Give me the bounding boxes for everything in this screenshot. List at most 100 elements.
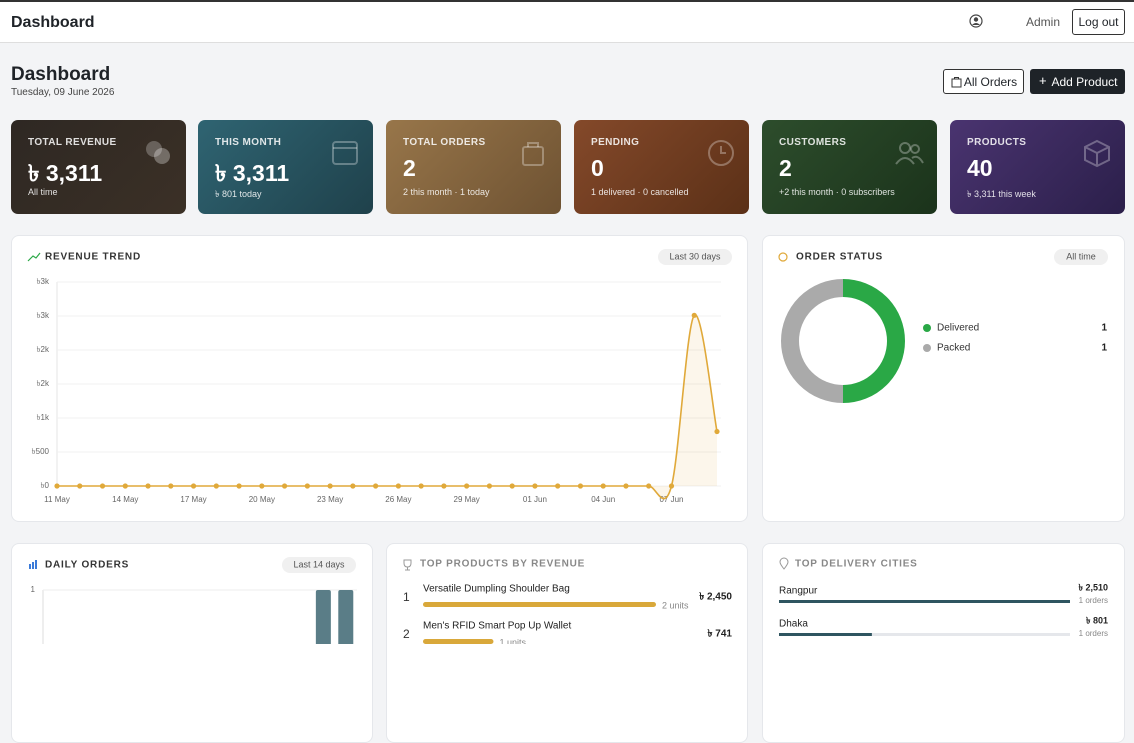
rank: 1 [403, 590, 410, 604]
bars-icon [29, 560, 37, 569]
badge-label: Last 30 days [669, 251, 721, 261]
badge [282, 557, 356, 573]
revenue-bar [779, 633, 872, 636]
card-icon [146, 141, 170, 164]
card-sub: ৳ 801 today [215, 189, 262, 199]
stat-card: THIS MONTH ৳ 3,311 ৳ 801 today [198, 120, 373, 214]
y-tick-label: ৳3k [37, 311, 50, 320]
revenue-bar [423, 602, 656, 607]
donut-segment [781, 279, 844, 403]
x-tick-label: 01 Jun [523, 495, 547, 504]
card-sub: All time [28, 187, 58, 197]
line [57, 314, 718, 500]
user-icon [969, 14, 983, 28]
point [668, 483, 675, 489]
point [99, 483, 106, 489]
list-title: TOP DELIVERY CITIES [795, 559, 918, 570]
card-sub: 2 this month · 1 today [403, 187, 490, 197]
product-name: Versatile Dumpling Shoulder Bag [423, 584, 570, 595]
legend-value: 1 [1101, 343, 1107, 354]
list-title: TOP PRODUCTS BY REVENUE [420, 559, 585, 570]
card-label: CUSTOMERS [779, 137, 847, 148]
point [145, 483, 151, 489]
point [304, 483, 310, 489]
product-name: Men's RFID Smart Pop Up Wallet [423, 621, 571, 632]
x-tick-label: 23 May [317, 495, 343, 504]
chart-title: DAILY ORDERS [45, 560, 129, 571]
y-tick-label: ৳2k [37, 345, 50, 354]
y-tick-label: ৳2k [37, 379, 50, 388]
x-tick-label: 14 May [112, 495, 138, 504]
x-tick-label: 17 May [180, 495, 206, 504]
stat-card: PENDING 0 1 delivered · 0 cancelled [574, 120, 749, 214]
app-title: Dashboard [11, 14, 95, 31]
card-icon [1084, 139, 1110, 168]
units: 1 units [499, 637, 526, 644]
point [281, 483, 288, 489]
stat-card: PRODUCTS 40 ৳ 3,311 this week [950, 120, 1125, 214]
card-icon [708, 140, 734, 166]
revenue-bar [423, 639, 494, 644]
point [190, 483, 197, 489]
y-tick-label: ৳500 [32, 447, 50, 456]
point [691, 312, 697, 318]
card-sub: +2 this month · 0 subscribers [779, 187, 895, 197]
card-icon [522, 142, 544, 166]
x-tick-label: 11 May [44, 495, 70, 504]
y-tick-label: ৳1k [37, 413, 50, 422]
point [714, 428, 720, 435]
card-icon [332, 141, 358, 165]
legend-swatch [923, 344, 931, 352]
button-label: All Orders [963, 74, 1018, 89]
page-date: Tuesday, 09 June 2026 [11, 87, 115, 98]
badge-label: Last 14 days [293, 559, 345, 569]
point [373, 483, 379, 489]
revenue-label: ৳ 2,450 [699, 592, 732, 603]
area [57, 314, 717, 499]
stat-card: CUSTOMERS 2 +2 this month · 0 subscribers [762, 120, 937, 214]
charts-layer: REVENUE TREND Last 30 days ৳0 ৳500 ৳1k ৳2k ৳2k… [27, 249, 1108, 644]
point [418, 483, 424, 489]
point [623, 483, 629, 489]
card-label: THIS MONTH [215, 137, 282, 148]
point [441, 483, 447, 489]
pin-icon [779, 557, 789, 570]
point [509, 483, 515, 489]
point [577, 483, 584, 489]
point [77, 483, 83, 489]
point [646, 483, 652, 489]
y-tick-label: ৳0 [41, 481, 50, 490]
point [327, 483, 333, 489]
city-name: Rangpur [779, 586, 818, 597]
card-label: PENDING [591, 137, 640, 148]
page-title: Dashboard [11, 64, 111, 85]
revenue-panel [11, 235, 748, 522]
logout-button[interactable]: Log out [1072, 9, 1125, 35]
orders: 1 orders [1079, 596, 1108, 605]
point [395, 483, 401, 489]
city-name: Dhaka [779, 619, 808, 630]
card-value: 0 [591, 155, 604, 181]
card-sub: ৳ 3,311 this week [967, 189, 1036, 199]
point [350, 483, 356, 489]
bar [338, 590, 354, 644]
status-icon [778, 252, 788, 262]
revenue-label: ৳ 801 [1086, 615, 1108, 625]
legend-swatch [923, 324, 931, 332]
point [532, 483, 538, 489]
x-tick-label: 07 Jun [659, 495, 683, 504]
point [600, 483, 606, 489]
plus-icon: + [1039, 73, 1047, 88]
add-product-button[interactable]: + Add Product [1030, 69, 1125, 94]
card-icon [895, 142, 924, 165]
stat-card: TOTAL ORDERS 2 2 this month · 1 today [386, 120, 561, 214]
x-tick-label: 29 May [454, 495, 480, 504]
x-tick-label: 26 May [385, 495, 411, 504]
card-label: TOTAL REVENUE [28, 137, 117, 148]
donut-segment [842, 279, 905, 403]
point [54, 483, 60, 489]
card-value: 40 [967, 155, 993, 181]
all-orders-button[interactable]: All Orders [943, 69, 1024, 94]
point [555, 483, 561, 489]
